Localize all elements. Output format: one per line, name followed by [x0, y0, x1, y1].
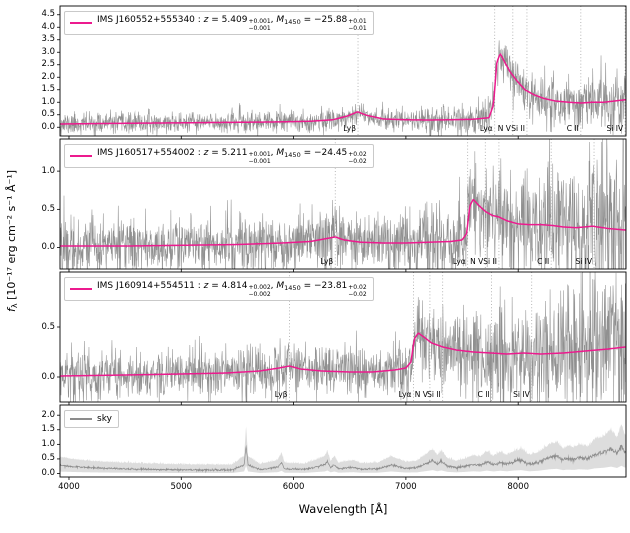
x-tick-label: 4000	[58, 482, 80, 492]
y-tick-label: 4.0	[41, 21, 55, 32]
line-label: N V	[470, 257, 484, 266]
line-label: C II	[477, 390, 490, 399]
x-tick-label: 6000	[282, 482, 305, 492]
legend-panel-1: IMS J160552+555340 : z = 5.409 +0.001 −0.0…	[64, 11, 374, 35]
line-label: N V	[497, 124, 511, 133]
y-tick-label: 1.5	[41, 424, 55, 435]
y-tick-label: 2.5	[41, 59, 55, 70]
y-tick-label: 3.0	[41, 46, 55, 57]
y-tick-label: 0.5	[41, 203, 55, 214]
legend-panel-3: IMS J160914+554511 : z = 4.814 +0.002 −0.0…	[64, 277, 374, 301]
line-label: N V	[414, 390, 428, 399]
line-label: Si IV	[606, 124, 624, 133]
x-axis-title: Wavelength [Å]	[298, 502, 388, 516]
x-tick-label: 7000	[395, 482, 417, 492]
line-label: Lyβ	[274, 390, 288, 399]
legend-line-sample-magenta	[70, 288, 92, 290]
y-tick-label: 1.0	[41, 165, 55, 176]
legend-line-sample-magenta	[70, 22, 92, 24]
y-tick-label: 1.5	[41, 84, 55, 95]
legend-label-qso-2: IMS J160517+554002 : z = 5.211 +0.001 −0.0…	[97, 148, 367, 165]
legend-label-sky: sky	[97, 414, 112, 424]
x-tick-label: 5000	[170, 482, 193, 492]
y-tick-label: 1.0	[41, 438, 55, 449]
y-axis-title: fλ [10⁻¹⁷ erg cm⁻² s⁻¹ Å⁻¹]	[5, 169, 19, 313]
legend-line-sample-magenta	[70, 155, 92, 157]
legend-panel-sky: sky	[64, 410, 119, 428]
y-tick-label: 0.0	[41, 121, 55, 132]
line-label: Lyα	[452, 257, 466, 266]
line-label: Lyβ	[343, 124, 357, 133]
y-tick-label: 0.0	[41, 242, 55, 253]
line-label: Si II	[483, 257, 497, 266]
legend-label-qso-1: IMS J160552+555340 : z = 5.409 +0.001 −0.0…	[97, 15, 367, 32]
legend-panel-2: IMS J160517+554002 : z = 5.211 +0.001 −0.0…	[64, 144, 374, 168]
y-tick-label: 2.0	[41, 409, 55, 420]
line-label: Si II	[427, 390, 441, 399]
y-tick-label: 3.5	[41, 34, 55, 45]
y-tick-label: 1.0	[41, 96, 55, 107]
line-label: C II	[537, 257, 550, 266]
y-tick-label: 0.0	[41, 468, 55, 478]
y-tick-label: 2.0	[41, 71, 55, 82]
legend-label-qso-3: IMS J160914+554511 : z = 4.814 +0.002 −0.0…	[97, 281, 367, 298]
line-label: Si IV	[513, 390, 530, 399]
line-label: C II	[566, 124, 579, 133]
line-label: Lyα	[398, 390, 412, 399]
y-tick-label: 0.5	[41, 453, 55, 464]
y-tick-label: 4.5	[41, 9, 55, 20]
line-label: Si II	[511, 124, 525, 133]
line-label: Lyα	[479, 124, 493, 133]
legend-line-sample-gray	[70, 418, 92, 420]
line-label: Si IV	[575, 257, 593, 266]
y-tick-label: 0.5	[41, 321, 55, 332]
line-label: Lyβ	[320, 257, 334, 266]
y-tick-label: 0.0	[41, 371, 55, 382]
y-tick-label: 0.5	[41, 109, 55, 120]
x-tick-label: 8000	[507, 482, 530, 492]
